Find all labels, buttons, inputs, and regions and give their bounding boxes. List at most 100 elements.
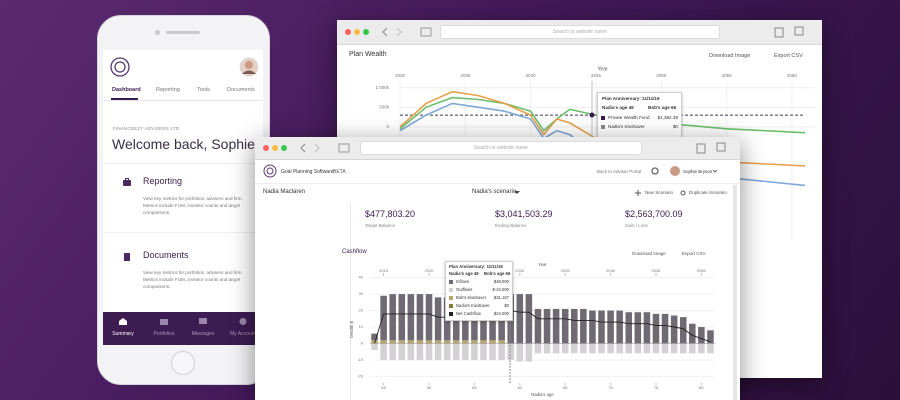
tooltip-label: Inflows [456, 279, 470, 284]
stat-value: $2,563,700.09 [625, 209, 683, 219]
tooltip-swatch [601, 116, 605, 120]
x2-tick-label: 2045 [652, 268, 662, 273]
address-bar[interactable]: Search or website name [360, 141, 642, 155]
forward-arrow[interactable] [396, 27, 402, 37]
back-arrow[interactable] [300, 143, 306, 153]
bar [380, 340, 387, 344]
nav-icons [119, 318, 247, 325]
bar [661, 343, 669, 354]
net-cashflow-line [374, 310, 711, 344]
y-tick-label: 0 [361, 341, 364, 346]
minimize-button[interactable] [354, 29, 360, 35]
y-tick-label: 40 [359, 275, 364, 280]
tooltip-label: Nadia's KiwiSaver [608, 124, 645, 129]
bar [380, 343, 387, 360]
tab[interactable]: Dashboard [112, 87, 141, 93]
export-csv[interactable]: Export CSV [682, 251, 706, 256]
sidebar-icon[interactable] [420, 27, 432, 37]
settings-icon[interactable] [651, 167, 659, 175]
user-name[interactable]: Sophie Bryson [683, 169, 713, 174]
address-bar[interactable]: Search or website name [440, 25, 720, 39]
tab[interactable]: Documents [227, 87, 255, 93]
tooltip-age: Bob's age 66 [648, 105, 677, 110]
tooltip-label: Nadia's KiwiSaver [456, 303, 490, 308]
nav-item[interactable]: Portfolios [153, 331, 175, 337]
reporting-icon [123, 178, 131, 186]
section-title[interactable]: Documents [143, 250, 189, 260]
tab[interactable]: Reporting [156, 87, 180, 93]
bar [607, 343, 614, 354]
bar [434, 297, 442, 341]
bar [598, 310, 605, 344]
bar [471, 340, 478, 344]
tooltip-label: Outflows [456, 287, 473, 292]
duplicate-scenario[interactable]: Duplicate Scenario [689, 190, 727, 195]
download-image[interactable]: Download Image [709, 53, 751, 59]
export-csv[interactable]: Export CSV [774, 53, 803, 59]
section-title[interactable]: Reporting [143, 176, 183, 186]
bar [552, 343, 560, 354]
stat-value: $477,803.20 [365, 209, 416, 219]
forward-arrow[interactable] [314, 143, 320, 153]
nav-item[interactable]: Summary [112, 331, 134, 337]
tooltip-age: Nadia's age 49 [602, 105, 634, 110]
zoom-button[interactable] [281, 145, 287, 151]
stat-value: $3,041,503.29 [495, 209, 553, 219]
close-button[interactable] [345, 29, 351, 35]
bar [616, 343, 623, 354]
tooltip-age: Nadia's age 49 [449, 271, 479, 276]
back-link[interactable]: Back to Adviser Portal [597, 169, 642, 174]
home-button[interactable] [171, 351, 195, 375]
bar [643, 312, 651, 344]
back-arrow[interactable] [382, 27, 388, 37]
divider [103, 232, 263, 233]
x-axis-label: Nadia's age [531, 392, 554, 397]
tabs-icon[interactable] [716, 142, 726, 152]
bar [489, 340, 496, 344]
new-scenario[interactable]: New Scenario [645, 190, 674, 195]
nav-item[interactable]: My Account [230, 331, 256, 337]
bar [398, 340, 406, 344]
bar [707, 343, 714, 354]
bar [416, 294, 424, 341]
x2-tick-label: 2030 [515, 268, 525, 273]
y-tick-label: -10 [357, 357, 364, 362]
bar [425, 343, 433, 360]
tooltip-value: $24,000 [493, 311, 509, 316]
bar [661, 313, 669, 344]
tab[interactable]: Tools [197, 87, 210, 93]
divider [103, 163, 263, 164]
bar [480, 343, 487, 360]
share-icon[interactable] [696, 143, 706, 154]
download-image[interactable]: Download Image [632, 251, 666, 256]
tooltip-value: $48,000 [493, 279, 509, 284]
bar [689, 323, 696, 344]
share-icon[interactable] [774, 27, 784, 38]
bar [643, 343, 651, 354]
minimize-button[interactable] [272, 145, 278, 151]
bar [571, 308, 578, 344]
bar [589, 310, 596, 344]
tooltip-swatch [449, 304, 453, 308]
search-placeholder: Search or website name [553, 29, 607, 35]
welcome-heading: Welcome back, Sophie [112, 136, 255, 152]
screen: Dashboard Reporting Tools Documents FINA… [103, 50, 263, 345]
scrollbar[interactable] [733, 185, 737, 400]
sidebar-icon[interactable] [338, 143, 350, 153]
chart-title: Plan Wealth [349, 51, 387, 58]
zoom-button[interactable] [363, 29, 369, 35]
close-button[interactable] [263, 145, 269, 151]
bar [380, 295, 387, 341]
scenario-select[interactable]: Nadia's scenario [472, 189, 517, 195]
bar [416, 343, 424, 360]
avatar[interactable] [239, 57, 259, 77]
title-bar: Search or website name [337, 20, 822, 45]
tooltip-swatch [449, 312, 453, 316]
nav-item[interactable]: Messages [191, 331, 215, 337]
tabs-icon[interactable] [794, 26, 804, 36]
bar [425, 294, 433, 341]
tooltip-swatch [449, 296, 453, 300]
y-tick-label: 1 000k [375, 85, 389, 90]
user-avatar[interactable] [670, 166, 680, 176]
bar [425, 340, 433, 344]
